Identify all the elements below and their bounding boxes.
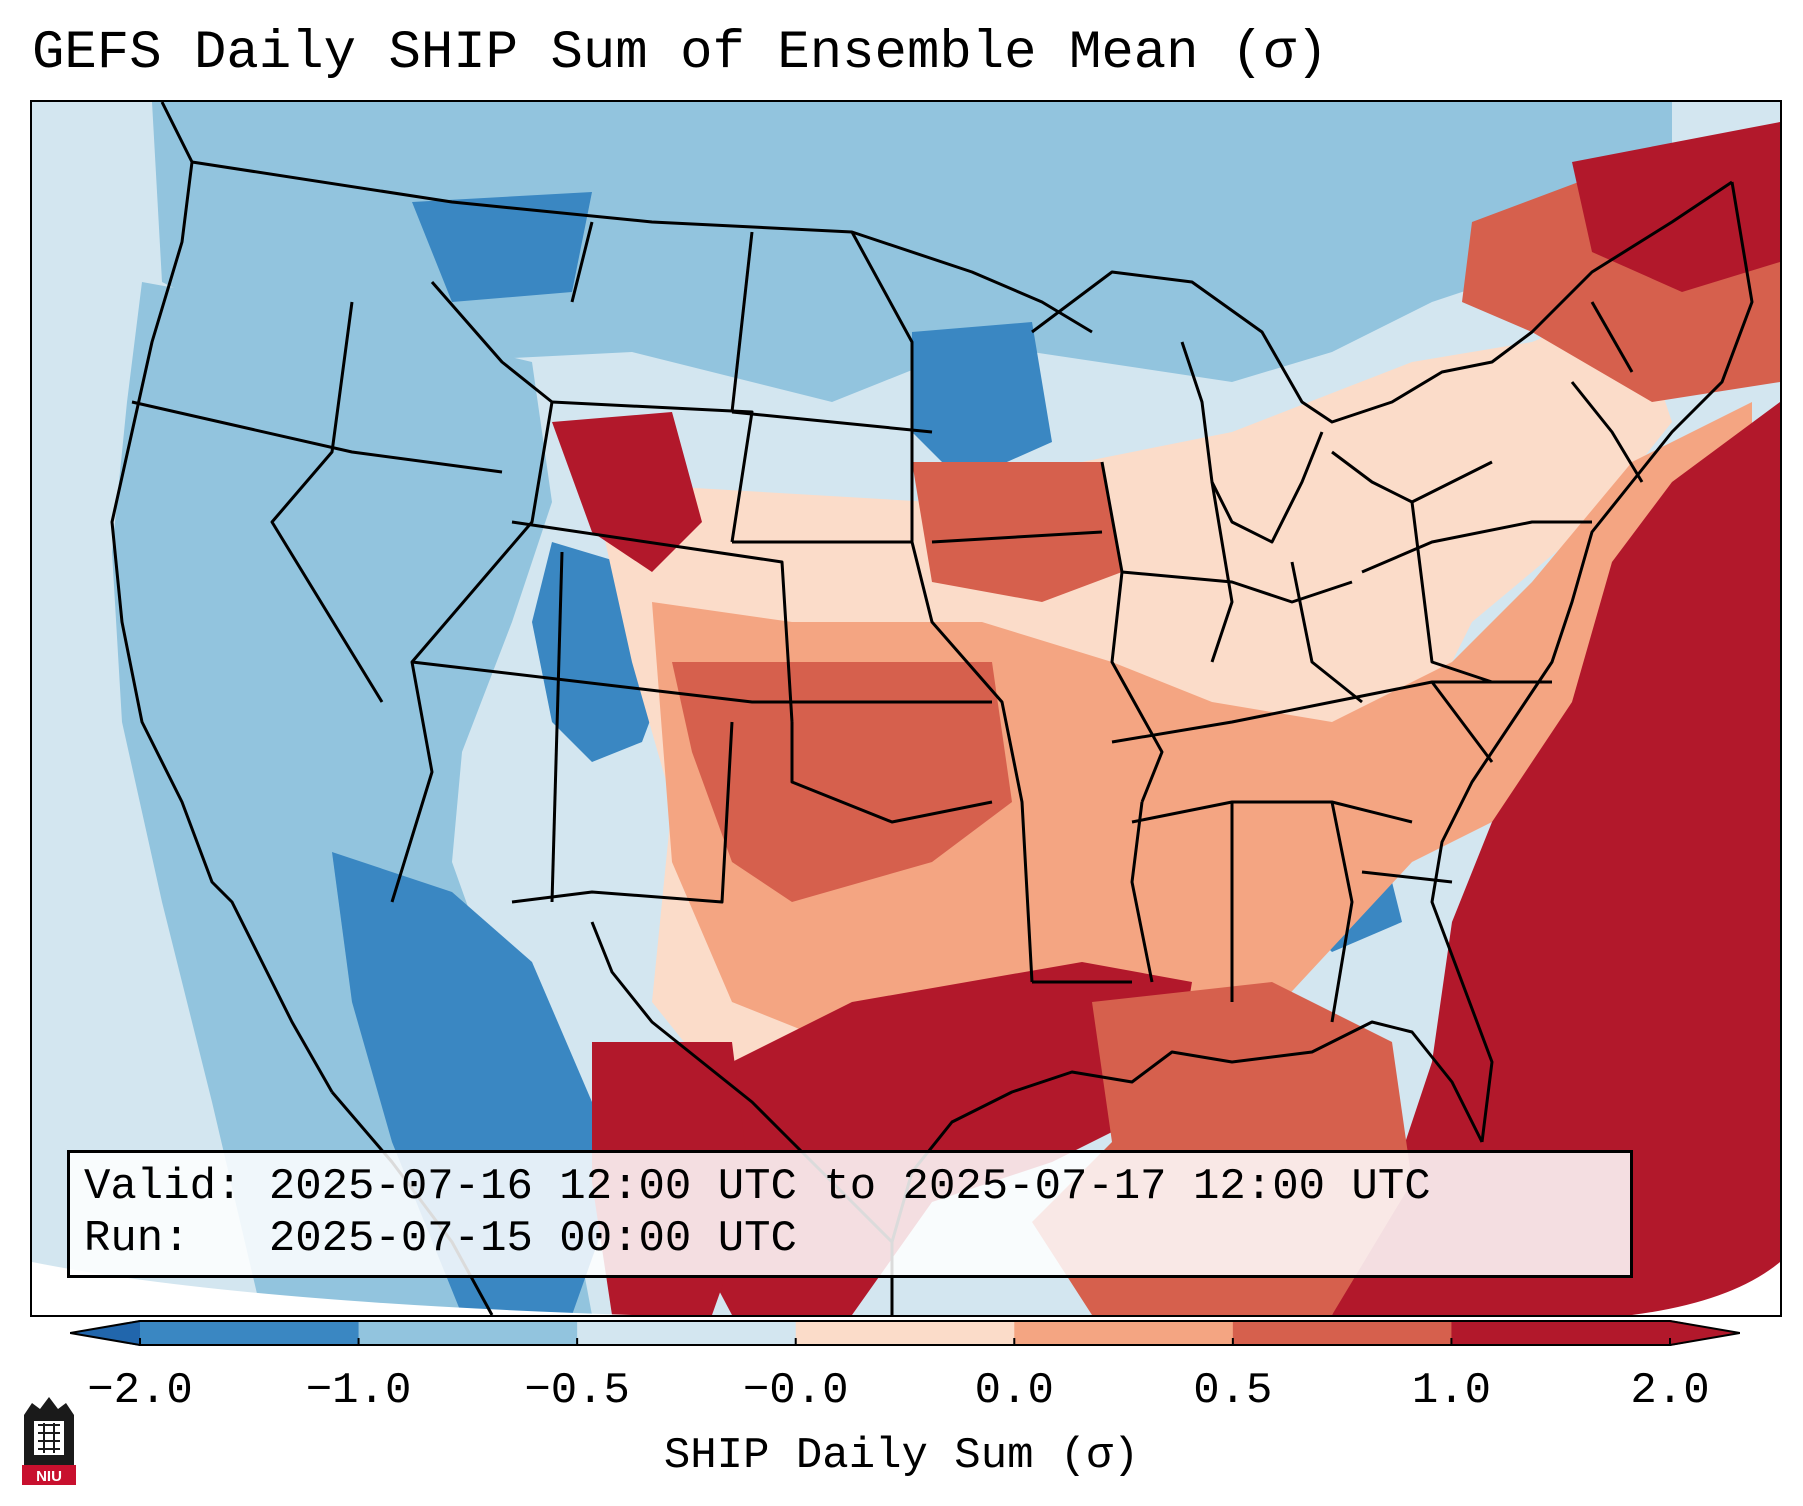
map-title: GEFS Daily SHIP Sum of Ensemble Mean (σ) [32,23,1329,84]
anomaly-region-central-medium-red [652,402,1752,1062]
valid-value: 2025-07-16 12:00 UTC to 2025-07-17 12:00… [268,1162,1431,1212]
run-value: 2025-07-15 00:00 UTC [268,1214,797,1264]
run-label: Run: [84,1214,190,1264]
anomaly-region-plains-red [672,662,1012,902]
colorbar [70,1320,1740,1346]
anomaly-region-northeast-darkred [1572,122,1780,292]
colorbar-extend-low [70,1320,140,1346]
colorbar-segment [1232,1320,1452,1346]
colorbar-tick-label: −0.0 [742,1366,849,1416]
ship-anomaly-map [32,102,1780,1315]
colorbar-segment [795,1320,1015,1346]
valid-run-info-box: Valid: 2025-07-16 12:00 UTC to 2025-07-1… [67,1150,1633,1278]
colorbar-tick-label: −1.0 [305,1366,412,1416]
anomaly-region-atlantic-darkred [1332,402,1780,1315]
projection-edge-right [1632,1262,1780,1315]
colorbar-tick-label: 0.0 [974,1366,1054,1416]
colorbar-segment [1451,1320,1671,1346]
colorbar-segment [140,1320,360,1346]
colorbar-segment [577,1320,797,1346]
colorbar-tick-label: −0.5 [524,1366,630,1416]
colorbar-segment [358,1320,578,1346]
projection-edge [32,1262,632,1315]
map-panel [30,100,1782,1317]
colorbar-title: SHIP Daily Sum (σ) [663,1431,1140,1481]
colorbar-tick-labels: −2.0 −1.0 −0.5 −0.0 0.0 0.5 1.0 2.0 [0,1366,1803,1416]
niu-logo: NIU [22,1397,76,1485]
colorbar-tick-label: 0.5 [1193,1366,1273,1416]
anomaly-region-iowa-red [912,462,1122,602]
colorbar-segment [1014,1320,1234,1346]
colorbar-tick-label: 2.0 [1630,1366,1710,1416]
colorbar-tick-label: −2.0 [87,1366,193,1416]
anomaly-region-wyoming-darkred [552,412,702,572]
anomaly-region-montana-blue [412,192,592,302]
colorbar-tick-label: 1.0 [1411,1366,1492,1416]
valid-label: Valid: [84,1162,243,1212]
colorbar-extend-high [1670,1320,1740,1346]
anomaly-region-northplains-blue [912,322,1052,482]
niu-logo-text: NIU [36,1468,62,1485]
map-borders [110,102,1754,1315]
